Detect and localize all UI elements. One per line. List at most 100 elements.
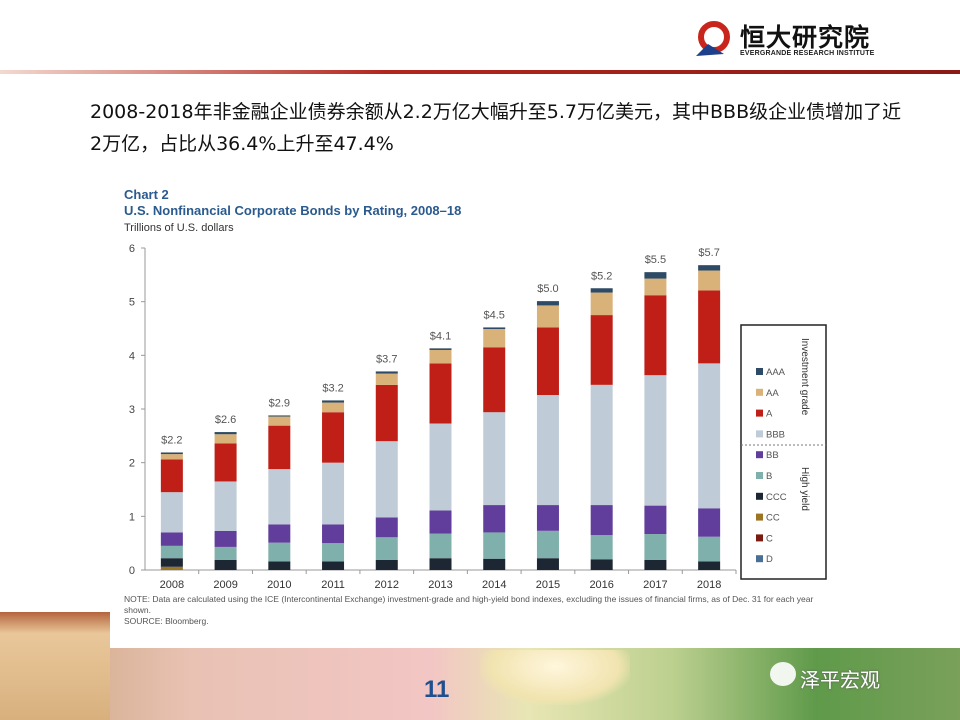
x-tick-label: 2016 xyxy=(589,579,613,591)
bar-segment-aa xyxy=(483,329,506,348)
bar-segment-ccc xyxy=(214,559,237,570)
bar-segment-bbb xyxy=(160,492,183,533)
chart-label: Chart 2 xyxy=(124,187,169,202)
logo-english-text: EVERGRANDE RESEARCH INSTITUTE xyxy=(740,50,875,57)
x-tick-label: 2008 xyxy=(160,579,184,591)
bar-segment-bbb xyxy=(698,363,721,509)
y-tick-label: 0 xyxy=(129,565,135,577)
bar-segment-bbb xyxy=(375,441,398,518)
legend-label-ccc: CCC xyxy=(766,492,787,503)
legend-group-investment-grade: Investment grade xyxy=(799,338,810,416)
legend-swatch-cc xyxy=(756,513,763,521)
bar-segment-aa xyxy=(268,416,291,426)
bar-segment-a xyxy=(268,425,291,470)
chart-note: NOTE: Data are calculated using the ICE … xyxy=(124,594,824,627)
legend-swatch-bbb xyxy=(756,430,763,438)
legend-swatch-bb xyxy=(756,451,763,459)
bar-segment-bbb xyxy=(429,423,452,511)
bar-segment-aaa xyxy=(322,400,345,403)
y-tick-label: 3 xyxy=(129,404,135,416)
legend-swatch-c xyxy=(756,534,763,542)
bar-segment-b xyxy=(536,530,559,559)
bar-segment-ccc xyxy=(160,558,183,567)
bar-segment-ccc xyxy=(322,561,345,570)
slide-headline: 2008-2018年非金融企业债券余额从2.2万亿大幅升至5.7万亿美元，其中B… xyxy=(90,101,902,155)
total-label: $3.2 xyxy=(322,382,343,394)
y-tick-label: 5 xyxy=(129,297,135,309)
legend-swatch-a xyxy=(756,409,763,417)
bar-segment-bb xyxy=(214,530,237,547)
legend-label-cc: CC xyxy=(766,513,780,524)
bar-segment-ccc xyxy=(375,559,398,570)
chart-y-unit: Trillions of U.S. dollars xyxy=(124,222,234,234)
header-rule xyxy=(0,70,960,74)
x-tick-label: 2015 xyxy=(536,579,560,591)
bar-segment-bb xyxy=(483,505,506,533)
bar-segment-a xyxy=(214,443,237,482)
bar-segment-b xyxy=(644,534,667,560)
legend-group-high-yield: High yield xyxy=(799,467,810,511)
bar-segment-aaa xyxy=(160,452,183,455)
legend-label-aaa: AAA xyxy=(766,367,786,378)
y-tick-label: 2 xyxy=(129,458,135,470)
bar-segment-a xyxy=(160,459,183,493)
bar-segment-bbb xyxy=(590,384,613,506)
bar-segment-aa xyxy=(214,434,237,444)
bar-segment-aa xyxy=(160,454,183,460)
bar-segment-bb xyxy=(536,505,559,531)
y-tick-label: 1 xyxy=(129,511,135,523)
legend-swatch-ccc xyxy=(756,492,763,500)
bar-segment-ccc xyxy=(590,559,613,570)
bar-segment-aa xyxy=(698,270,721,291)
bar-segment-b xyxy=(375,537,398,560)
bar-segment-b xyxy=(590,535,613,560)
legend-label-bbb: BBB xyxy=(766,429,785,440)
bar-segment-b xyxy=(483,532,506,559)
source-text: SOURCE: Bloomberg. xyxy=(124,616,209,626)
bar-segment-aa xyxy=(322,402,345,413)
bar-segment-bbb xyxy=(322,462,345,525)
bar-segment-aaa xyxy=(268,415,291,417)
bar-segment-aaa xyxy=(590,288,613,293)
bar-segment-ccc xyxy=(536,558,559,570)
legend-swatch-d xyxy=(756,555,763,563)
bar-segment-aaa xyxy=(214,432,237,435)
bar-segment-bbb xyxy=(268,469,291,525)
note-text: NOTE: Data are calculated using the ICE … xyxy=(124,594,814,615)
y-tick-label: 6 xyxy=(129,243,135,255)
bar-segment-aaa xyxy=(375,371,398,374)
bar-segment-b xyxy=(214,546,237,560)
x-tick-label: 2011 xyxy=(321,579,345,591)
bar-segment-cc xyxy=(160,566,183,570)
capitol-image xyxy=(480,650,630,705)
building-image xyxy=(0,612,110,720)
legend-swatch-aa xyxy=(756,388,763,396)
total-label: $2.9 xyxy=(269,397,290,409)
x-tick-label: 2014 xyxy=(482,579,506,591)
bar-segment-bb xyxy=(322,524,345,544)
bar-segment-aa xyxy=(590,292,613,316)
total-label: $2.2 xyxy=(161,434,182,446)
bar-segment-aaa xyxy=(644,272,667,279)
bar-segment-a xyxy=(375,384,398,442)
total-label: $5.2 xyxy=(591,270,612,282)
bar-segment-aaa xyxy=(429,348,452,350)
x-tick-label: 2012 xyxy=(375,579,399,591)
bar-segment-ccc xyxy=(483,558,506,570)
x-tick-label: 2009 xyxy=(213,579,237,591)
bar-segment-b xyxy=(429,533,452,559)
x-tick-label: 2010 xyxy=(267,579,291,591)
bar-segment-a xyxy=(483,347,506,413)
bar-segment-aa xyxy=(536,305,559,328)
watermark: 泽平宏观 xyxy=(800,668,880,692)
x-tick-label: 2017 xyxy=(643,579,667,591)
legend-label-b: B xyxy=(766,471,772,482)
bar-segment-bb xyxy=(590,505,613,536)
bar-segment-ccc xyxy=(644,559,667,570)
total-label: $5.0 xyxy=(537,283,558,295)
bar-segment-b xyxy=(322,543,345,562)
bar-segment-bb xyxy=(375,517,398,538)
logo-chinese-text: 恒大研究院 xyxy=(740,23,871,52)
bar-segment-ccc xyxy=(698,561,721,570)
bar-segment-aa xyxy=(429,349,452,364)
